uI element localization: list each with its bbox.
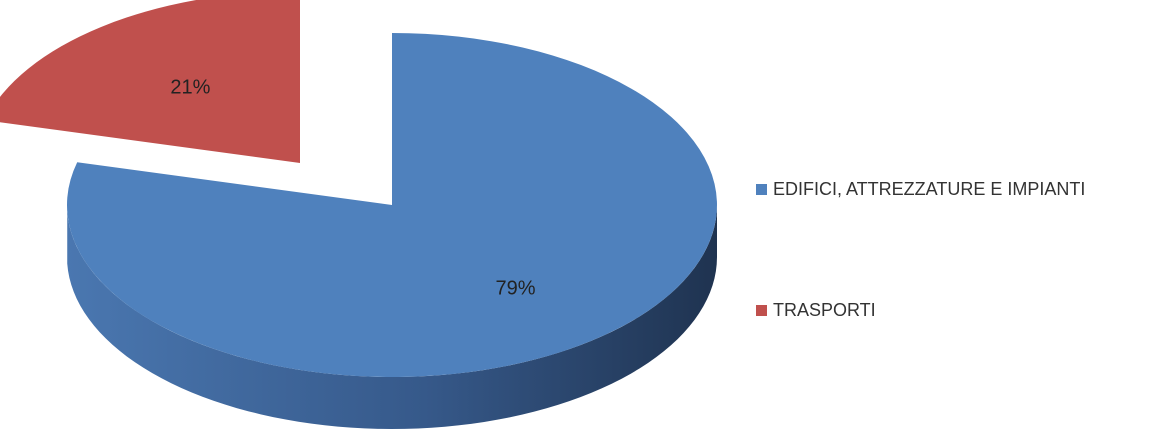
legend: EDIFICI, ATTREZZATURE E IMPIANTI TRASPOR…	[756, 175, 1156, 417]
legend-swatch-edifici	[756, 183, 767, 195]
legend-label-trasporti: TRASPORTI	[773, 299, 876, 320]
legend-item-edifici: EDIFICI, ATTREZZATURE E IMPIANTI	[756, 175, 1156, 203]
pie-chart: 79% 21%	[0, 0, 717, 429]
legend-item-trasporti: TRASPORTI	[756, 296, 1156, 324]
slice-edifici	[67, 33, 717, 377]
legend-label-edifici: EDIFICI, ATTREZZATURE E IMPIANTI	[773, 178, 1086, 199]
legend-swatch-trasporti	[756, 304, 767, 316]
data-label-trasporti: 21%	[170, 77, 210, 99]
data-label-edifici: 79%	[495, 278, 535, 300]
slice-edifici-side	[67, 205, 717, 429]
slice-trasporti	[0, 0, 300, 163]
